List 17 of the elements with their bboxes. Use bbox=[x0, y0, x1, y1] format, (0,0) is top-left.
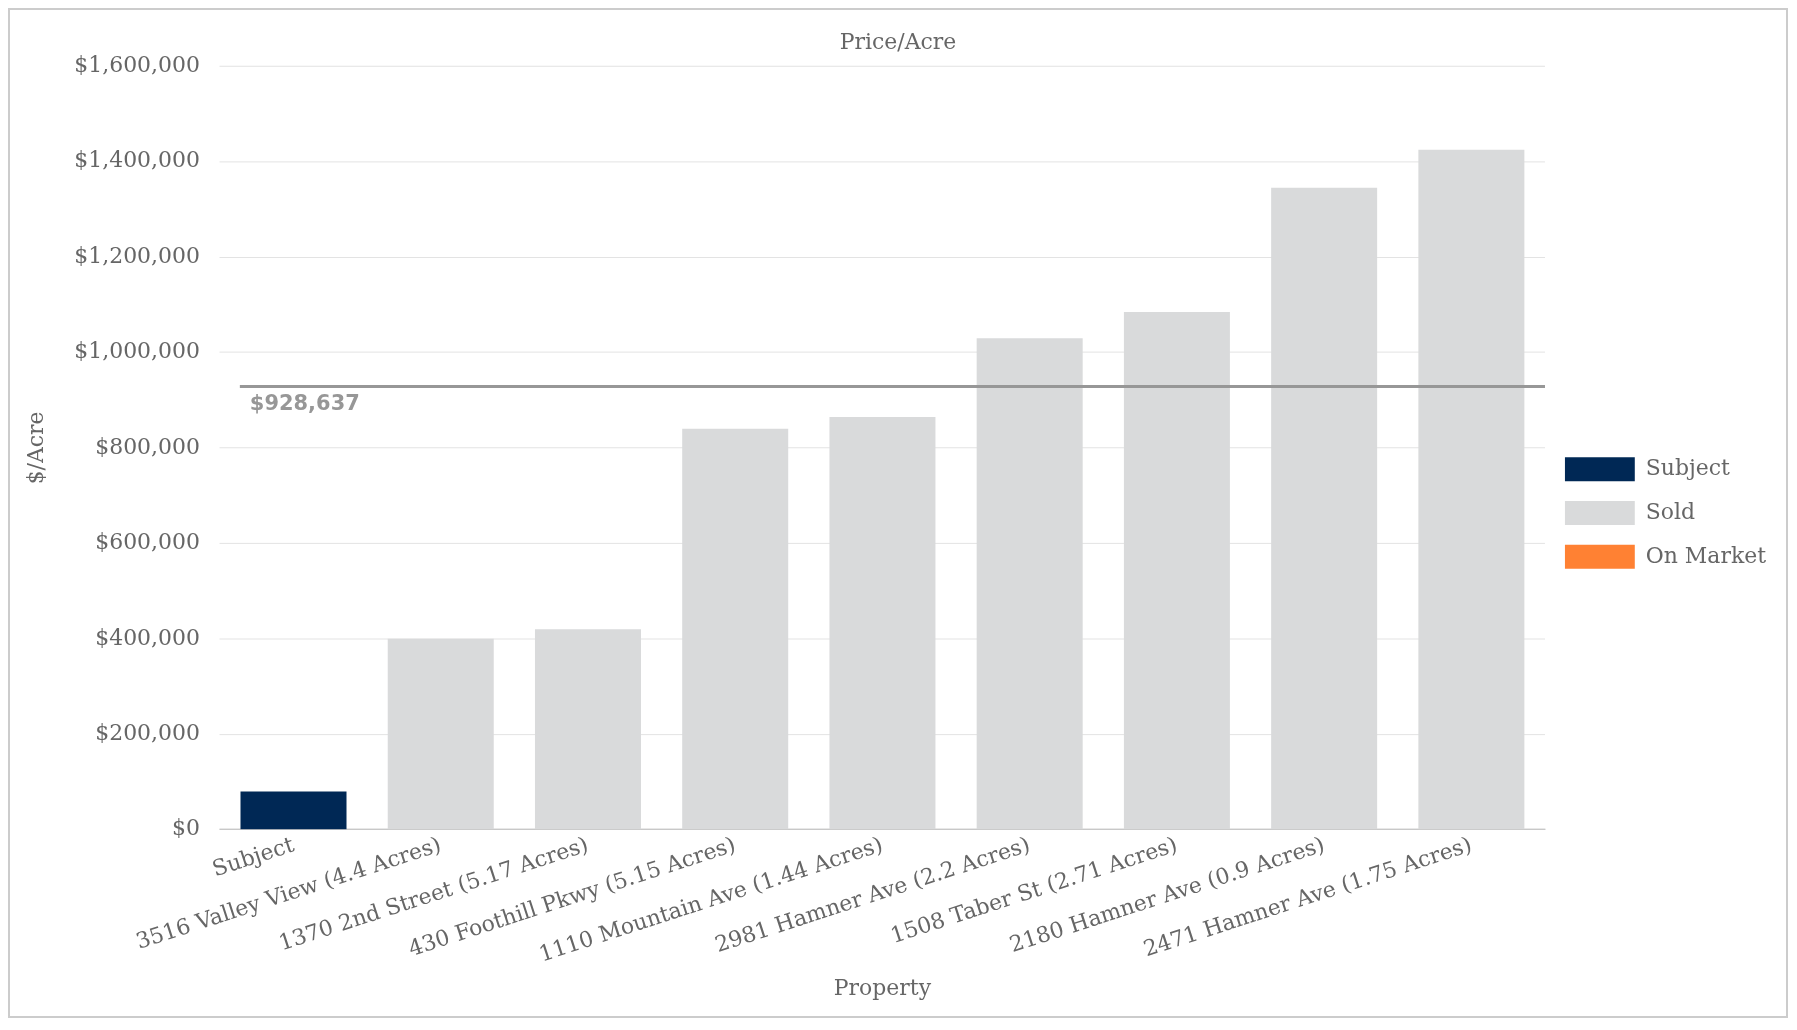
y-tick-label: $800,000 bbox=[95, 433, 200, 459]
y-tick-label: $600,000 bbox=[95, 529, 200, 555]
y-tick-label: $1,000,000 bbox=[74, 338, 200, 364]
y-tick-label: $400,000 bbox=[95, 624, 200, 650]
y-tick-label: $1,200,000 bbox=[74, 242, 200, 268]
y-tick-label: $1,600,000 bbox=[74, 51, 200, 77]
bar bbox=[240, 791, 347, 830]
y-tick-label: $200,000 bbox=[95, 719, 200, 745]
x-axis-title: Property bbox=[833, 974, 932, 1000]
y-tick-label: $1,400,000 bbox=[74, 147, 200, 173]
y-tick-label: $0 bbox=[172, 815, 200, 841]
legend-label: Sold bbox=[1645, 498, 1696, 524]
legend-label: On Market bbox=[1645, 542, 1767, 568]
y-axis-title: $/Acre bbox=[22, 411, 48, 485]
ref-line-label: $928,637 bbox=[249, 391, 360, 416]
legend-label: Subject bbox=[1645, 454, 1731, 480]
chart-title: Price/Acre bbox=[839, 28, 957, 54]
